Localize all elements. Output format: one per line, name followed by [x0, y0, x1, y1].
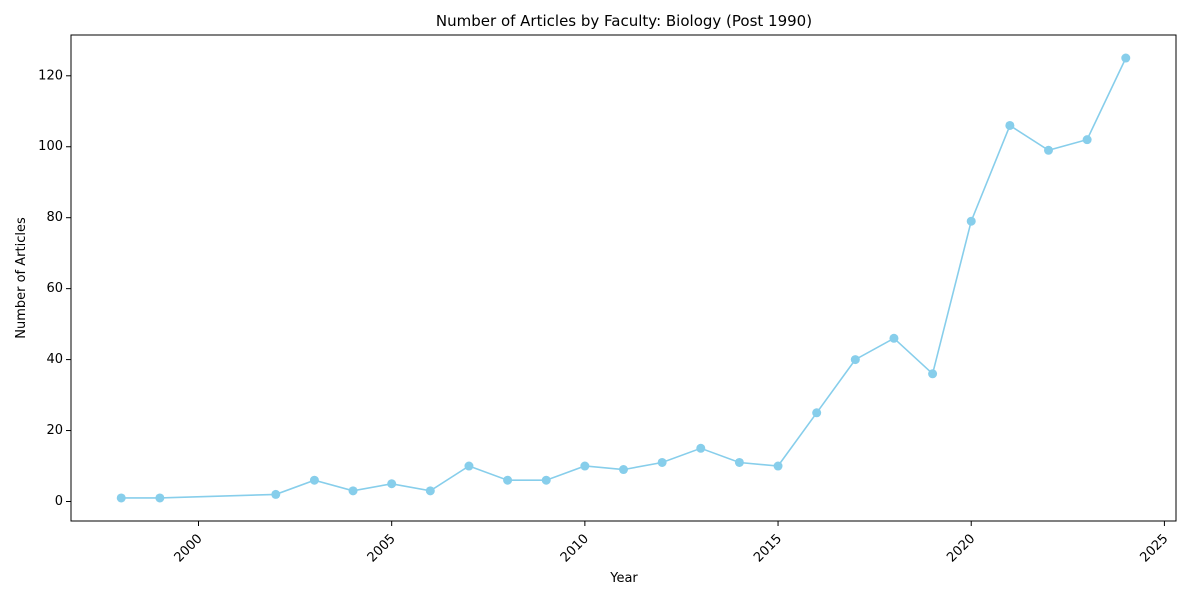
data-point	[696, 443, 706, 453]
y-axis-label: Number of Articles	[14, 217, 29, 339]
data-point	[734, 457, 744, 467]
data-point	[1044, 145, 1053, 155]
y-tick-label: 20	[46, 423, 63, 438]
data-point	[850, 355, 860, 365]
data-point	[773, 461, 783, 471]
series-line	[121, 57, 1127, 499]
x-tick-label: 2000	[172, 531, 206, 565]
x-tick-label: 2025	[1137, 531, 1171, 565]
data-point	[580, 461, 590, 471]
data-point	[387, 479, 397, 489]
y-tick-label: 60	[46, 281, 63, 296]
data-point	[619, 465, 628, 475]
data-point	[928, 369, 938, 379]
x-tick-label: 2010	[558, 531, 592, 565]
x-tick-label: 2020	[944, 531, 978, 565]
data-point	[657, 457, 667, 467]
axes-frame	[70, 34, 1177, 522]
plot-area	[116, 53, 1131, 503]
data-point	[116, 493, 126, 503]
data-point	[1121, 53, 1131, 63]
data-point	[271, 489, 281, 499]
x-tick-label: 2015	[751, 531, 785, 565]
y-axis: 0 20 40 60 80 100 120	[38, 68, 71, 509]
data-point	[348, 486, 358, 496]
data-point	[425, 486, 435, 496]
data-point	[1005, 120, 1015, 130]
data-point	[541, 475, 551, 485]
data-point	[1082, 135, 1092, 145]
data-point	[155, 493, 165, 503]
chart-title: Number of Articles by Faculty: Biology (…	[436, 12, 812, 30]
y-tick-label: 80	[46, 210, 63, 225]
data-point	[966, 216, 976, 226]
y-tick-label: 0	[55, 494, 63, 509]
data-point	[812, 408, 822, 418]
x-axis-label: Year	[609, 571, 638, 586]
y-tick-label: 40	[46, 352, 63, 367]
y-tick-label: 120	[38, 68, 63, 83]
x-axis: 2000 2005 2010 2015 2020 2025	[172, 521, 1171, 565]
x-tick-label: 2005	[365, 531, 399, 565]
data-point	[309, 475, 319, 485]
data-point	[889, 333, 899, 343]
data-point	[464, 461, 474, 471]
y-tick-label: 100	[38, 139, 63, 154]
data-point	[503, 475, 513, 485]
